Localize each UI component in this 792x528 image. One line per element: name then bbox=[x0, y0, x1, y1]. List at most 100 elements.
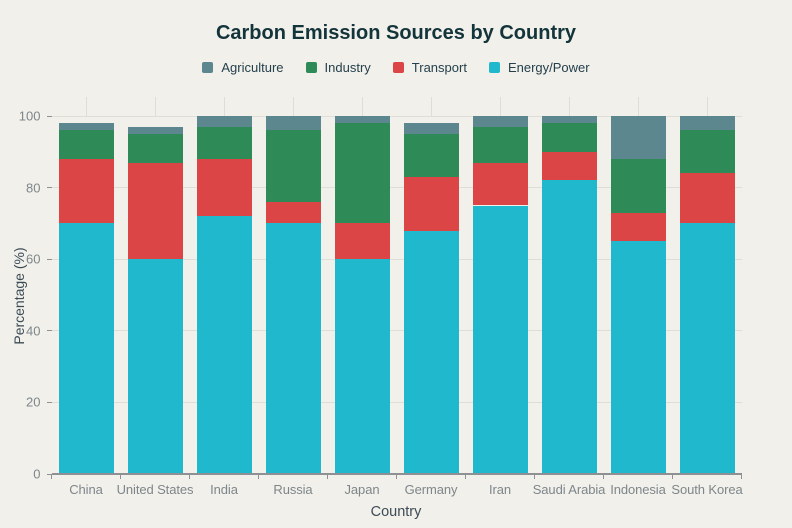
y-tick-40 bbox=[46, 330, 52, 332]
top-tick-russia bbox=[292, 97, 294, 116]
x-tick-label-iran: Iran bbox=[488, 482, 511, 497]
y-tick-20 bbox=[46, 401, 52, 403]
x-tick-label-south-korea: South Korea bbox=[671, 482, 743, 497]
x-axis-line bbox=[51, 473, 742, 475]
top-tick-china bbox=[85, 97, 87, 116]
legend-swatch-energy-power bbox=[488, 62, 500, 73]
chart-title: Carbon Emission Sources by Country bbox=[215, 22, 577, 44]
bar-segment-japan-energy-power[interactable] bbox=[334, 259, 390, 474]
x-tick-label-india: India bbox=[210, 482, 238, 497]
legend-item-agriculture[interactable]: Agriculture bbox=[202, 60, 284, 75]
x-boundary-tick-2 bbox=[189, 475, 190, 479]
bar-segment-germany-agriculture[interactable] bbox=[403, 123, 459, 134]
bar-segment-china-industry[interactable] bbox=[58, 130, 114, 159]
x-boundary-tick-0 bbox=[51, 475, 52, 479]
top-tick-germany bbox=[430, 97, 432, 116]
legend-item-energy-power[interactable]: Energy/Power bbox=[488, 60, 590, 75]
bar-segment-indonesia-agriculture[interactable] bbox=[610, 116, 666, 159]
bar-segment-japan-industry[interactable] bbox=[334, 123, 390, 224]
top-tick-japan bbox=[361, 97, 363, 116]
top-tick-indonesia bbox=[637, 97, 639, 116]
bar-segment-india-transport[interactable] bbox=[196, 158, 252, 217]
top-tick-india bbox=[223, 97, 225, 116]
x-tick-label-saudi-arabia: Saudi Arabia bbox=[532, 482, 606, 497]
bar-segment-saudi-arabia-energy-power[interactable] bbox=[541, 180, 597, 474]
y-tick-80 bbox=[46, 187, 52, 189]
x-boundary-tick-8 bbox=[603, 475, 604, 479]
x-boundary-tick-9 bbox=[672, 475, 673, 479]
y-gridline-100 bbox=[51, 115, 742, 117]
y-tick-label-80: 80 bbox=[26, 180, 41, 196]
bar-segment-germany-energy-power[interactable] bbox=[403, 230, 459, 474]
bar-segment-iran-agriculture[interactable] bbox=[472, 116, 528, 127]
bar-segment-indonesia-energy-power[interactable] bbox=[610, 241, 666, 474]
legend-label: Transport bbox=[411, 60, 467, 75]
y-tick-label-40: 40 bbox=[26, 323, 41, 339]
top-tick-saudi-arabia bbox=[568, 97, 570, 116]
y-gridline-40 bbox=[51, 330, 742, 332]
bar-segment-germany-transport[interactable] bbox=[403, 176, 459, 231]
bar-segment-india-energy-power[interactable] bbox=[196, 216, 252, 474]
x-tick-label-germany: Germany bbox=[404, 482, 458, 497]
x-boundary-tick-5 bbox=[396, 475, 397, 479]
legend-swatch-agriculture bbox=[202, 62, 214, 73]
y-tick-label-60: 60 bbox=[26, 251, 41, 267]
bar-segment-japan-agriculture[interactable] bbox=[334, 116, 390, 124]
bar-segment-russia-industry[interactable] bbox=[265, 130, 321, 202]
bar-segment-united-states-energy-power[interactable] bbox=[127, 259, 183, 474]
x-boundary-tick-6 bbox=[465, 475, 466, 479]
x-boundary-tick-7 bbox=[534, 475, 535, 479]
legend-label: Industry bbox=[324, 60, 371, 75]
bar-segment-russia-agriculture[interactable] bbox=[265, 116, 321, 131]
bar-segment-china-transport[interactable] bbox=[58, 158, 114, 224]
x-boundary-tick-10 bbox=[741, 475, 742, 479]
legend-label: Energy/Power bbox=[507, 60, 590, 75]
top-tick-iran bbox=[499, 97, 501, 116]
bar-segment-iran-transport[interactable] bbox=[472, 162, 528, 206]
bar-segment-south-korea-energy-power[interactable] bbox=[679, 223, 735, 474]
bar-segment-saudi-arabia-industry[interactable] bbox=[541, 123, 597, 152]
x-boundary-tick-1 bbox=[120, 475, 121, 479]
x-axis-title: Country bbox=[370, 504, 422, 520]
bar-segment-united-states-industry[interactable] bbox=[127, 133, 183, 163]
bar-segment-indonesia-transport[interactable] bbox=[610, 212, 666, 242]
y-tick-100 bbox=[46, 115, 52, 117]
bar-segment-indonesia-industry[interactable] bbox=[610, 158, 666, 213]
x-tick-label-china: China bbox=[69, 482, 103, 497]
legend-swatch-transport bbox=[392, 62, 404, 73]
top-tick-south-korea bbox=[706, 97, 708, 116]
bar-segment-south-korea-industry[interactable] bbox=[679, 130, 735, 174]
top-tick-united-states bbox=[154, 97, 156, 116]
bar-segment-china-agriculture[interactable] bbox=[58, 123, 114, 131]
legend-label: Agriculture bbox=[221, 60, 284, 75]
y-gridline-60 bbox=[51, 258, 742, 260]
bar-segment-saudi-arabia-transport[interactable] bbox=[541, 151, 597, 181]
bar-segment-japan-transport[interactable] bbox=[334, 223, 390, 260]
y-tick-label-0: 0 bbox=[33, 466, 41, 482]
legend-item-transport[interactable]: Transport bbox=[392, 60, 467, 75]
y-axis-title: Percentage (%) bbox=[11, 247, 27, 345]
bar-segment-india-agriculture[interactable] bbox=[196, 116, 252, 127]
x-boundary-tick-3 bbox=[258, 475, 259, 479]
x-tick-label-russia: Russia bbox=[273, 482, 313, 497]
bar-segment-saudi-arabia-agriculture[interactable] bbox=[541, 116, 597, 124]
bar-segment-germany-industry[interactable] bbox=[403, 133, 459, 177]
y-tick-label-100: 100 bbox=[18, 108, 41, 124]
bar-segment-united-states-agriculture[interactable] bbox=[127, 126, 183, 134]
y-gridline-80 bbox=[51, 187, 742, 189]
bar-segment-russia-transport[interactable] bbox=[265, 201, 321, 224]
x-tick-label-united-states: United States bbox=[116, 482, 194, 497]
y-tick-label-20: 20 bbox=[26, 394, 41, 410]
bar-segment-russia-energy-power[interactable] bbox=[265, 223, 321, 474]
bar-segment-iran-industry[interactable] bbox=[472, 126, 528, 163]
bar-segment-south-korea-transport[interactable] bbox=[679, 173, 735, 224]
bar-segment-china-energy-power[interactable] bbox=[58, 223, 114, 474]
bar-segment-iran-energy-power[interactable] bbox=[472, 205, 528, 474]
bar-segment-south-korea-agriculture[interactable] bbox=[679, 116, 735, 131]
bar-segment-india-industry[interactable] bbox=[196, 126, 252, 159]
x-tick-label-indonesia: Indonesia bbox=[610, 482, 666, 497]
bar-segment-united-states-transport[interactable] bbox=[127, 162, 183, 260]
legend-swatch-industry bbox=[305, 62, 317, 73]
legend-item-industry[interactable]: Industry bbox=[305, 60, 371, 75]
